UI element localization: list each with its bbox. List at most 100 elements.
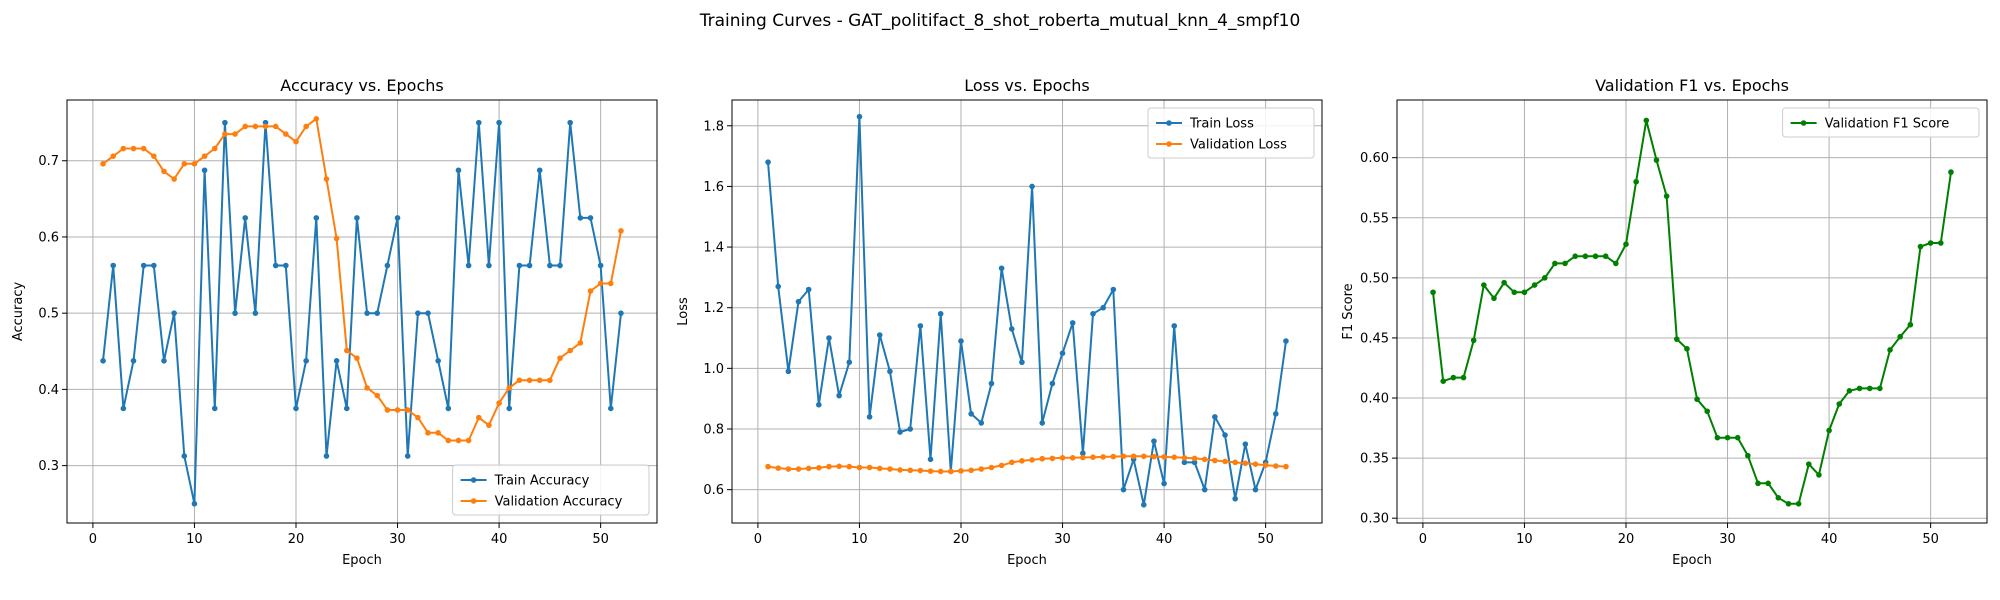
data-point bbox=[577, 215, 584, 221]
series-2 bbox=[100, 116, 624, 444]
data-point bbox=[998, 462, 1005, 469]
data-point bbox=[1917, 243, 1924, 250]
data-point bbox=[1562, 260, 1568, 267]
data-point bbox=[1724, 434, 1731, 441]
data-point bbox=[1866, 385, 1873, 392]
data-point bbox=[293, 138, 299, 145]
data-point bbox=[130, 145, 137, 152]
data-point bbox=[1460, 374, 1467, 381]
data-point bbox=[394, 407, 401, 413]
data-point bbox=[866, 414, 873, 420]
data-point bbox=[1181, 459, 1188, 466]
data-point bbox=[887, 368, 893, 375]
x-tick-label: 30 bbox=[1054, 532, 1071, 547]
data-point bbox=[1856, 385, 1863, 392]
data-point bbox=[1019, 359, 1025, 366]
y-tick-label: 0.6 bbox=[703, 483, 724, 498]
data-point bbox=[876, 465, 883, 472]
data-point bbox=[516, 377, 523, 384]
y-tick-label: 0.8 bbox=[703, 423, 724, 438]
series-line bbox=[102, 121, 622, 505]
series-line bbox=[767, 115, 1287, 506]
x-tick-label: 0 bbox=[1419, 532, 1427, 547]
subplot-title: Validation F1 vs. Epochs bbox=[1595, 76, 1789, 95]
y-tick-label: 1.6 bbox=[703, 180, 724, 195]
data-point bbox=[1663, 193, 1670, 199]
data-point bbox=[1907, 321, 1914, 328]
data-point bbox=[222, 119, 228, 126]
data-point bbox=[826, 335, 832, 341]
data-point bbox=[333, 358, 340, 364]
data-point bbox=[242, 123, 249, 130]
data-point bbox=[1948, 169, 1954, 175]
series-line bbox=[102, 117, 622, 442]
x-tick-label: 0 bbox=[89, 532, 97, 547]
data-point bbox=[1481, 282, 1487, 288]
data-point bbox=[262, 123, 269, 130]
data-point bbox=[232, 310, 238, 316]
y-tick-label: 0.55 bbox=[1360, 211, 1389, 226]
data-point bbox=[958, 338, 964, 344]
data-point bbox=[1181, 455, 1188, 461]
data-point bbox=[618, 310, 624, 316]
data-point bbox=[1100, 304, 1106, 311]
data-point bbox=[364, 310, 370, 316]
x-tick-label: 40 bbox=[491, 532, 508, 547]
data-point bbox=[567, 119, 573, 126]
data-point bbox=[1552, 260, 1558, 267]
data-point bbox=[1272, 463, 1279, 469]
data-point bbox=[1450, 374, 1457, 381]
legend-swatch-marker bbox=[1800, 120, 1807, 126]
data-point bbox=[1592, 253, 1599, 260]
data-point bbox=[475, 119, 482, 126]
data-point bbox=[1069, 455, 1076, 461]
data-point bbox=[1059, 455, 1066, 461]
data-point bbox=[1110, 453, 1117, 460]
y-tick-label: 1.4 bbox=[703, 241, 724, 256]
axes-frame bbox=[731, 99, 1323, 524]
data-point bbox=[475, 414, 482, 421]
x-tick-label: 50 bbox=[1922, 532, 1939, 547]
data-point bbox=[1222, 432, 1228, 438]
data-point bbox=[252, 123, 259, 130]
data-point bbox=[826, 463, 832, 470]
data-point bbox=[557, 355, 563, 361]
data-point bbox=[435, 358, 441, 364]
data-point bbox=[805, 465, 812, 472]
data-point bbox=[151, 153, 157, 159]
y-tick-label: 0.40 bbox=[1360, 392, 1389, 407]
x-tick-label: 30 bbox=[1719, 532, 1736, 547]
data-point bbox=[907, 467, 914, 474]
data-point bbox=[323, 453, 330, 459]
legend-box bbox=[452, 464, 650, 516]
data-point bbox=[100, 358, 106, 364]
data-point bbox=[1836, 401, 1843, 407]
data-point bbox=[968, 411, 974, 417]
data-point bbox=[1531, 282, 1538, 288]
data-point bbox=[455, 437, 462, 444]
data-point bbox=[1623, 241, 1629, 248]
data-point bbox=[333, 235, 340, 242]
data-point bbox=[415, 414, 421, 421]
grid bbox=[1397, 100, 1987, 523]
data-point bbox=[404, 453, 411, 459]
legend-label: Train Accuracy bbox=[494, 474, 590, 489]
data-point bbox=[201, 167, 208, 174]
data-point bbox=[775, 465, 782, 471]
data-point bbox=[765, 463, 771, 470]
data-point bbox=[1897, 333, 1903, 340]
data-point bbox=[1262, 462, 1269, 468]
data-point bbox=[1430, 289, 1436, 296]
data-point bbox=[968, 467, 974, 474]
legend-label: Validation Accuracy bbox=[495, 495, 623, 510]
data-point bbox=[1541, 275, 1548, 281]
data-point bbox=[1161, 454, 1167, 460]
y-tick-label: 0.4 bbox=[38, 383, 59, 398]
legend-label: Validation F1 Score bbox=[1825, 117, 1950, 132]
x-axis-label: Epoch bbox=[1007, 553, 1047, 568]
y-tick-label: 0.5 bbox=[38, 307, 59, 322]
data-point bbox=[1734, 434, 1741, 441]
data-point bbox=[1826, 427, 1832, 434]
data-point bbox=[1232, 495, 1238, 502]
